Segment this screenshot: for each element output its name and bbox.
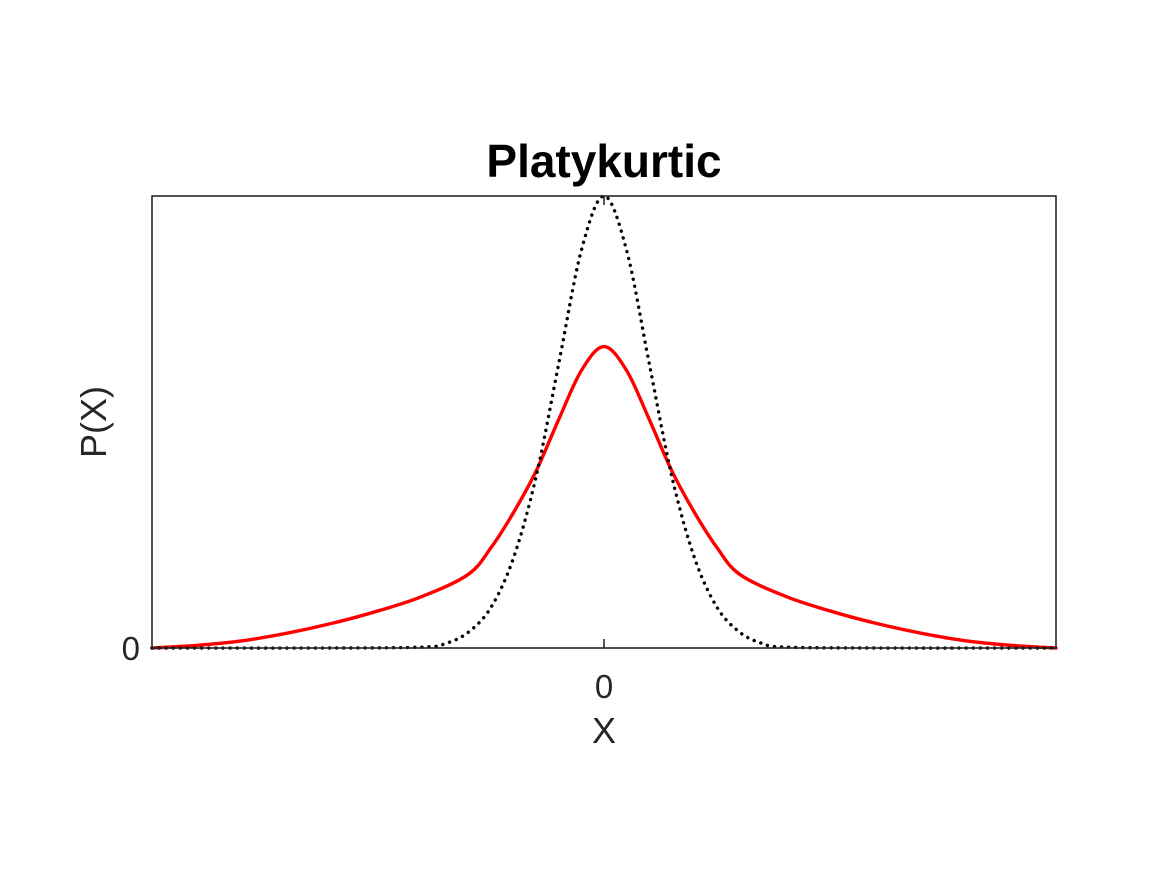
x-tick-label: 0 (595, 668, 613, 705)
y-axis-label: P(X) (73, 386, 114, 458)
series-line-dotted (150, 194, 1058, 650)
chart-title: Platykurtic (486, 135, 721, 187)
plot-area (152, 196, 1056, 648)
ticks-layer: 00 (122, 196, 1056, 705)
series-layer (150, 194, 1058, 650)
x-axis-label: X (592, 710, 616, 751)
y-tick-label: 0 (122, 630, 140, 667)
series-line-solid (150, 344, 1058, 650)
